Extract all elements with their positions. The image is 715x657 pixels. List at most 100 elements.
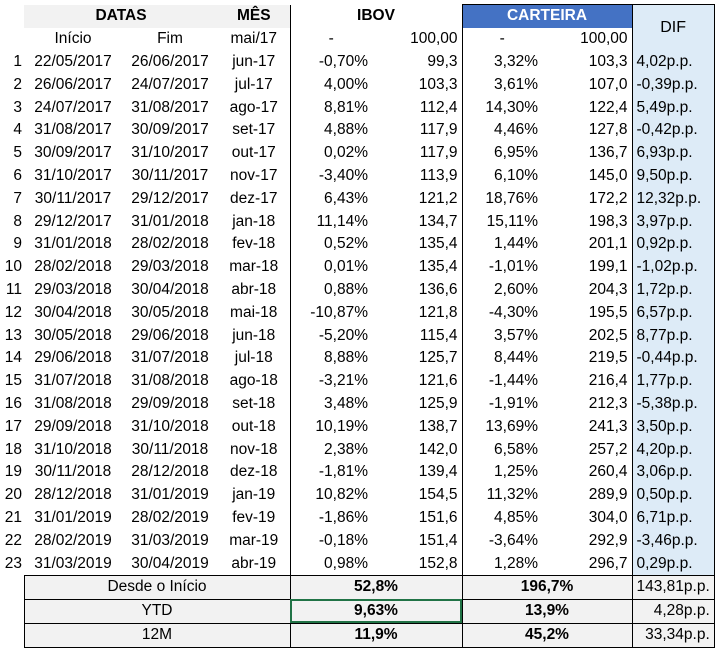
cell-inicio[interactable]: 30/11/2017 [34, 189, 112, 207]
cell-mes[interactable]: set-17 [218, 118, 291, 142]
cell-ibov-index[interactable]: 125,7 [372, 346, 463, 370]
cell-carteira-index[interactable]: 145,0 [588, 166, 628, 184]
cell-dif[interactable]: -0,44p.p. [631, 346, 715, 370]
cell-ibov-pct[interactable]: 8,88% [324, 349, 368, 367]
cell-dif[interactable]: -3,46p.p. [631, 529, 715, 553]
cell-mes[interactable]: set-18 [218, 392, 291, 416]
cell-dif[interactable]: 3,06p.p. [631, 460, 715, 484]
cell-dif[interactable]: 4,02p.p. [631, 50, 715, 74]
cell-carteira-pct[interactable]: 3,57% [494, 326, 538, 344]
cell-fim[interactable]: 30/09/2017 [131, 121, 209, 139]
cell-mes[interactable]: out-18 [218, 415, 291, 439]
header-mes[interactable]: MÊS [218, 4, 291, 28]
cell-ibov-index[interactable]: 138,7 [372, 415, 463, 439]
cell-ibov-index[interactable]: 151,6 [372, 506, 463, 530]
cell-carteira-index[interactable]: 201,1 [588, 235, 628, 253]
cell-inicio[interactable]: 29/09/2018 [34, 417, 112, 435]
cell-dif[interactable]: 3,50p.p. [631, 415, 715, 439]
cell-dif[interactable]: -5,38p.p. [631, 392, 715, 416]
cell-carteira-index[interactable]: 122,4 [588, 98, 628, 116]
cell-carteira-index[interactable]: 296,7 [588, 554, 628, 572]
cell-fim[interactable]: 31/08/2017 [131, 98, 209, 116]
cell-inicio[interactable]: 24/07/2017 [34, 98, 112, 116]
cell-fim[interactable]: 31/07/2018 [131, 349, 209, 367]
cell-ibov-pct[interactable]: 0,01% [324, 258, 368, 276]
cell-ibov-pct[interactable]: -0,70% [318, 52, 368, 70]
cell-ibov-pct[interactable]: -1,86% [318, 508, 368, 526]
header-ibov[interactable]: IBOV [290, 4, 463, 28]
cell-mes[interactable]: nov-18 [218, 438, 291, 461]
cell-dif[interactable]: 1,77p.p. [631, 369, 715, 393]
cell-carteira-pct[interactable]: 14,30% [485, 98, 538, 116]
summary-dif[interactable]: 33,34p.p. [632, 622, 715, 648]
cell-fim[interactable]: 29/09/2018 [131, 394, 209, 412]
cell-ibov-pct[interactable]: 0,98% [324, 554, 368, 572]
cell-carteira-pct[interactable]: 1,44% [494, 235, 538, 253]
cell-inicio[interactable]: 31/08/2018 [34, 394, 112, 412]
cell-ibov-index[interactable]: 135,4 [372, 232, 463, 256]
cell-mes[interactable]: ago-18 [218, 369, 291, 393]
cell-inicio[interactable]: 31/10/2017 [34, 166, 112, 184]
cell-dif[interactable]: -1,02p.p. [631, 255, 715, 279]
cell-ibov-pct[interactable]: -3,21% [318, 372, 368, 390]
summary-ibov[interactable]: 9,63% [290, 598, 463, 624]
cell-ibov-pct[interactable]: 0,02% [324, 144, 368, 162]
cell-fim[interactable]: 31/01/2018 [131, 212, 209, 230]
cell-inicio[interactable]: 22/05/2017 [34, 52, 112, 70]
cell-mes[interactable]: jul-17 [218, 73, 291, 97]
cell-carteira-index[interactable]: 304,0 [588, 508, 628, 526]
cell-carteira-pct[interactable]: 1,28% [494, 554, 538, 572]
header-carteira[interactable]: CARTEIRA [462, 3, 632, 28]
cell-ibov-index[interactable]: 154,5 [372, 483, 463, 507]
cell-ibov-index[interactable]: 139,4 [372, 460, 463, 484]
cell-ibov-index[interactable]: 121,8 [372, 301, 463, 325]
cell-fim[interactable]: 31/01/2019 [131, 486, 209, 504]
ibov-base-dash[interactable]: - [328, 30, 334, 48]
header-inicio[interactable]: Início [54, 30, 92, 48]
cell-ibov-pct[interactable]: -3,40% [318, 166, 368, 184]
carteira-base-dash[interactable]: - [499, 30, 505, 48]
summary-label[interactable]: 12M [23, 622, 291, 648]
cell-ibov-index[interactable]: 121,6 [372, 369, 463, 393]
cell-fim[interactable]: 31/10/2018 [131, 417, 209, 435]
cell-inicio[interactable]: 31/03/2019 [34, 554, 112, 572]
cell-dif[interactable]: 5,49p.p. [631, 96, 715, 119]
cell-ibov-pct[interactable]: 3,48% [324, 394, 368, 412]
cell-ibov-index[interactable]: 136,6 [372, 278, 463, 302]
cell-ibov-index[interactable]: 135,4 [372, 255, 463, 279]
cell-carteira-index[interactable]: 289,9 [588, 486, 628, 504]
cell-carteira-pct[interactable]: 4,46% [494, 121, 538, 139]
cell-inicio[interactable]: 30/04/2018 [34, 303, 112, 321]
cell-ibov-index[interactable]: 121,2 [372, 187, 463, 211]
cell-carteira-pct[interactable]: 11,32% [486, 486, 538, 504]
cell-ibov-pct[interactable]: 4,88% [324, 121, 368, 139]
cell-dif[interactable]: -0,42p.p. [631, 118, 715, 142]
cell-dif[interactable]: 9,50p.p. [631, 164, 715, 188]
cell-fim[interactable]: 29/06/2018 [131, 326, 209, 344]
cell-mes[interactable]: abr-18 [218, 278, 291, 302]
cell-fim[interactable]: 31/08/2018 [131, 372, 209, 390]
cell-carteira-pct[interactable]: 6,58% [494, 440, 538, 458]
summary-dif[interactable]: 4,28p.p. [632, 598, 715, 624]
cell-ibov-pct[interactable]: -0,18% [318, 531, 368, 549]
cell-carteira-index[interactable]: 103,3 [588, 52, 628, 70]
cell-mes[interactable]: dez-18 [218, 460, 291, 484]
cell-ibov-index[interactable]: 117,9 [372, 141, 463, 165]
cell-ibov-index[interactable]: 151,4 [372, 529, 463, 553]
cell-carteira-index[interactable]: 107,0 [588, 75, 628, 93]
summary-ibov[interactable]: 52,8% [290, 574, 463, 600]
cell-carteira-pct[interactable]: -1,91% [488, 394, 538, 412]
cell-dif[interactable]: 3,97p.p. [631, 210, 715, 233]
cell-ibov-pct[interactable]: 8,81% [324, 98, 368, 116]
cell-dif[interactable]: 0,92p.p. [631, 232, 715, 256]
cell-mes[interactable]: dez-17 [218, 187, 291, 211]
summary-label[interactable]: YTD [23, 598, 291, 624]
cell-carteira-index[interactable]: 212,3 [588, 394, 628, 412]
cell-fim[interactable]: 29/03/2018 [131, 258, 209, 276]
cell-inicio[interactable]: 29/03/2018 [34, 280, 112, 298]
cell-dif[interactable]: -0,39p.p. [631, 73, 715, 97]
cell-inicio[interactable]: 31/10/2018 [34, 440, 112, 458]
cell-carteira-index[interactable]: 202,5 [588, 326, 628, 344]
cell-dif[interactable]: 12,32p.p. [631, 187, 715, 211]
cell-inicio[interactable]: 26/06/2017 [34, 75, 112, 93]
